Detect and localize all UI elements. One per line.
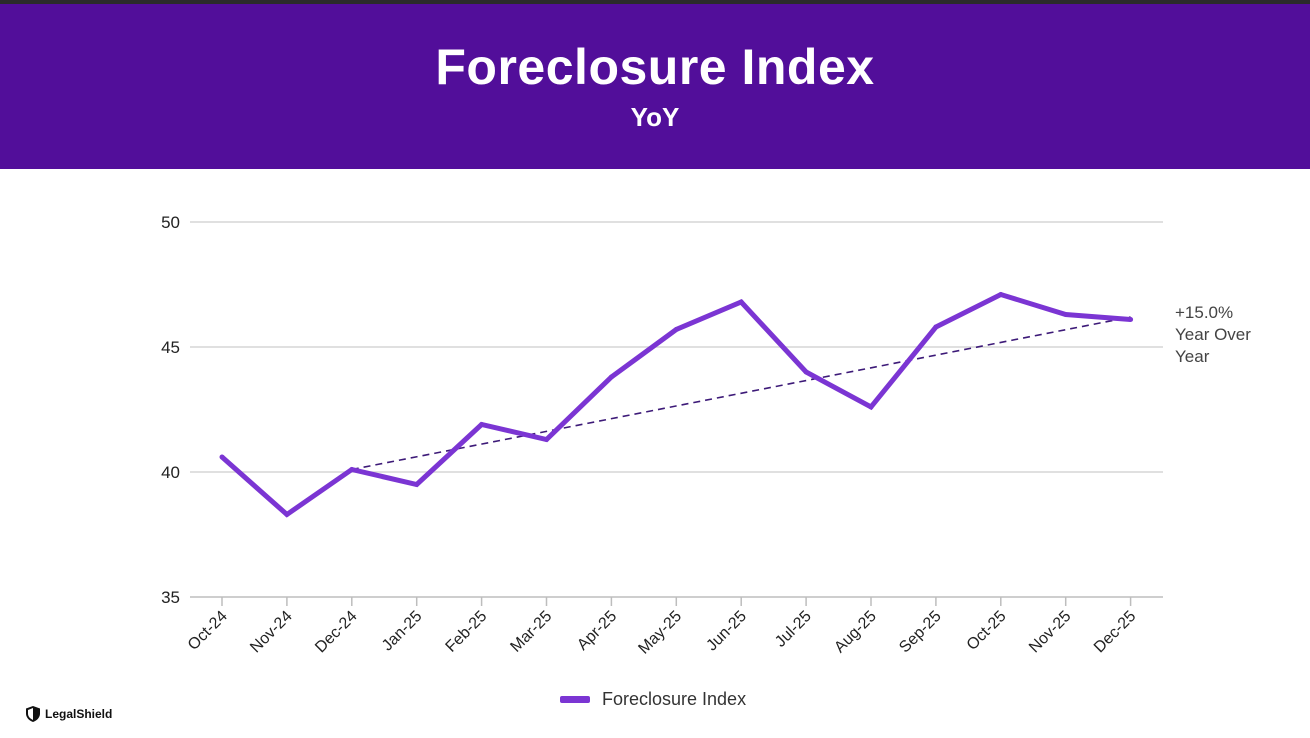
annotation-layer: +15.0% Year Over Year (1175, 303, 1251, 366)
data-point (868, 404, 874, 410)
y-tick-label: 35 (161, 588, 180, 607)
data-point (284, 512, 290, 517)
y-axis-ticks: 35 40 45 50 (161, 213, 180, 607)
x-tick-label: Apr-25 (574, 608, 620, 654)
data-point (414, 482, 420, 487)
y-tick-label: 40 (161, 463, 180, 482)
gridlines (190, 221, 1163, 598)
trendline-layer (351, 316, 1131, 471)
data-point (479, 422, 485, 427)
data-point (803, 369, 809, 375)
shield-icon (26, 706, 40, 722)
x-tick-label: Dec-24 (312, 608, 361, 657)
header-banner: Foreclosure Index YoY (0, 4, 1310, 169)
x-tick-label: Feb-25 (443, 608, 491, 656)
data-point (219, 454, 225, 460)
y-tick-label: 50 (161, 213, 180, 232)
data-point (1063, 312, 1069, 317)
legend: Foreclosure Index (560, 689, 746, 710)
top-border (0, 0, 1310, 4)
x-axis-ticks: Oct-24 Nov-24 Dec-24 Jan-25 Feb-25 Mar-25 Apr-… (185, 597, 1140, 658)
data-point (998, 292, 1004, 297)
data-point (1128, 317, 1134, 322)
data-point (933, 324, 939, 330)
x-tick-label: Sep-25 (896, 608, 945, 657)
data-point (544, 437, 549, 442)
x-tick-label: Oct-24 (185, 608, 231, 654)
legend-label: Foreclosure Index (602, 689, 747, 709)
chart-subtitle: YoY (630, 102, 680, 132)
x-tick-label: Jun-25 (703, 608, 750, 655)
data-point (673, 327, 679, 332)
x-tick-label: Jan-25 (379, 608, 426, 655)
annotation-line: Year (1175, 347, 1210, 366)
trendline (351, 316, 1131, 471)
data-point (738, 299, 744, 305)
data-point (608, 374, 614, 380)
x-tick-label: Aug-25 (831, 608, 880, 657)
x-tick-label: Nov-25 (1026, 608, 1075, 657)
x-tick-label: Nov-24 (247, 608, 296, 657)
annotation-line: +15.0% (1175, 303, 1233, 322)
x-tick-label: May-25 (635, 608, 685, 658)
x-tick-label: Oct-25 (964, 608, 1010, 654)
series-layer (219, 291, 1134, 518)
annotation-line: Year Over (1175, 325, 1251, 344)
x-tick-label: Jul-25 (772, 608, 815, 651)
x-tick-label: Mar-25 (507, 608, 555, 656)
y-tick-label: 45 (161, 338, 180, 357)
data-point (349, 467, 355, 472)
x-tick-label: Dec-25 (1091, 608, 1140, 657)
legend-swatch (560, 696, 590, 703)
chart-title: Foreclosure Index (435, 39, 875, 95)
brand-logo: LegalShield (25, 705, 112, 723)
brand-name: LegalShield (45, 707, 113, 721)
